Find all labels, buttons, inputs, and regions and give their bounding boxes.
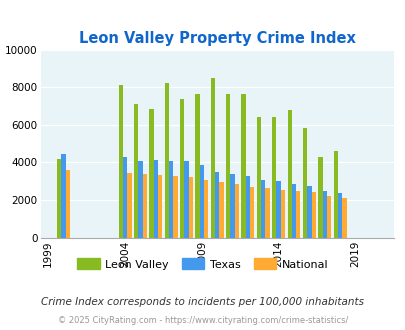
Bar [291, 184, 295, 238]
Bar [230, 174, 234, 238]
Bar [260, 180, 265, 238]
Bar [61, 154, 66, 238]
Bar [318, 157, 322, 238]
Bar [302, 128, 307, 238]
Bar [195, 94, 199, 238]
Bar [164, 83, 168, 238]
Text: © 2025 CityRating.com - https://www.cityrating.com/crime-statistics/: © 2025 CityRating.com - https://www.city… [58, 316, 347, 325]
Bar [256, 117, 260, 238]
Bar [118, 85, 123, 238]
Bar [287, 110, 291, 238]
Bar [210, 78, 215, 238]
Bar [123, 157, 127, 238]
Bar [265, 188, 269, 238]
Bar [158, 175, 162, 238]
Bar [66, 170, 70, 238]
Bar [271, 117, 276, 238]
Bar [295, 190, 300, 238]
Legend: Leon Valley, Texas, National: Leon Valley, Texas, National [73, 254, 332, 274]
Bar [149, 109, 153, 238]
Bar [219, 182, 223, 238]
Bar [153, 159, 158, 238]
Bar [57, 159, 61, 238]
Bar [173, 176, 177, 238]
Title: Leon Valley Property Crime Index: Leon Valley Property Crime Index [79, 31, 355, 46]
Bar [276, 181, 280, 238]
Bar [341, 198, 345, 238]
Bar [307, 186, 311, 238]
Bar [188, 178, 192, 238]
Bar [245, 176, 249, 238]
Bar [337, 193, 341, 238]
Bar [127, 173, 131, 238]
Bar [168, 161, 173, 238]
Bar [241, 94, 245, 238]
Bar [326, 196, 330, 238]
Bar [280, 190, 284, 238]
Bar [184, 161, 188, 238]
Bar [138, 161, 142, 238]
Bar [215, 172, 219, 238]
Bar [234, 184, 239, 238]
Bar [199, 165, 203, 238]
Bar [249, 187, 254, 238]
Text: Crime Index corresponds to incidents per 100,000 inhabitants: Crime Index corresponds to incidents per… [41, 297, 364, 307]
Bar [333, 151, 337, 238]
Bar [322, 190, 326, 238]
Bar [179, 99, 184, 238]
Bar [311, 191, 315, 238]
Bar [134, 104, 138, 238]
Bar [142, 174, 147, 238]
Bar [203, 180, 208, 238]
Bar [226, 94, 230, 238]
